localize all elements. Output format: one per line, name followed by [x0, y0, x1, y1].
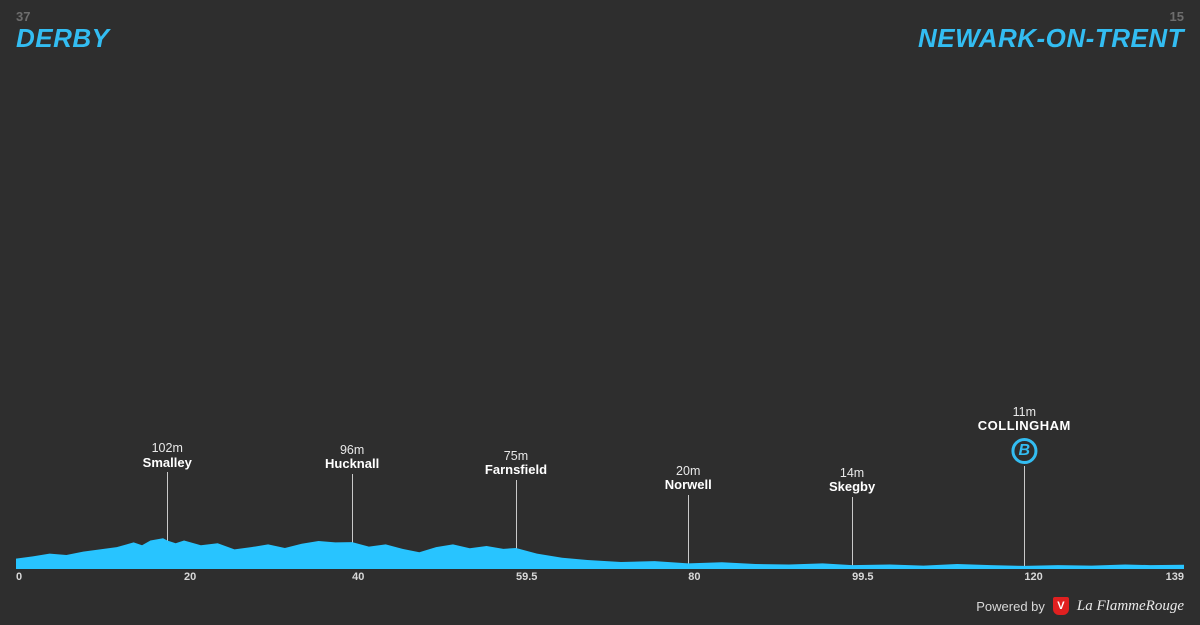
x-axis: 0 20 40 59.5 80 99.5 120 139	[16, 571, 1184, 587]
x-tick: 59.5	[516, 571, 537, 583]
x-tick: 20	[184, 571, 196, 583]
powered-by-label: Powered by	[976, 599, 1045, 614]
x-tick: 0	[16, 571, 22, 583]
x-tick: 99.5	[852, 571, 873, 583]
x-tick: 40	[352, 571, 364, 583]
finish-elevation: 15	[918, 10, 1184, 23]
waypoint-elevation: 11m	[978, 405, 1071, 419]
brand-name: La FlammeRouge	[1077, 598, 1184, 615]
stage-profile-chart: 37 DERBY 15 NEWARK-ON-TRENT 102mSmalley9…	[16, 10, 1184, 585]
footer-credit: Powered by V La FlammeRouge	[976, 597, 1184, 615]
elevation-profile	[16, 429, 1184, 569]
x-tick: 139	[1166, 571, 1184, 583]
start-elevation: 37	[16, 10, 110, 23]
brand-logo-icon: V	[1053, 597, 1069, 615]
x-tick: 120	[1024, 571, 1042, 583]
x-tick: 80	[688, 571, 700, 583]
profile-area: 102mSmalley96mHucknall75mFarnsfield20mNo…	[16, 30, 1184, 585]
elevation-fill	[16, 538, 1184, 569]
